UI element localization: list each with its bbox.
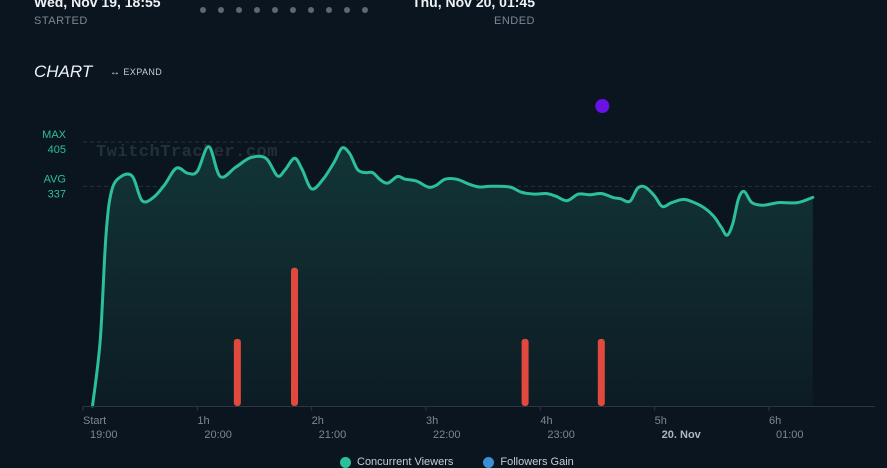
chart-legend: Concurrent Viewers Followers Gain — [340, 456, 574, 468]
timeline-dot — [326, 7, 332, 13]
timeline-dot — [308, 7, 314, 13]
timeline-dot — [236, 7, 242, 13]
timeline-dot — [290, 7, 296, 13]
end-label: ENDED — [493, 15, 535, 27]
x-tick-bottom-label-2: 21:00 — [319, 429, 347, 441]
timeline-dots — [200, 7, 368, 13]
timeline-dot — [344, 7, 350, 13]
follower-bar-1 — [233, 338, 241, 406]
start-info: Wed, Nov 19, 18:55 STARTED — [34, 0, 161, 27]
expand-button[interactable]: ↔ EXPAND — [110, 67, 162, 78]
start-time: Wed, Nov 19, 18:55 — [34, 0, 161, 10]
x-tick-bottom-label-3: 22:00 — [433, 429, 461, 441]
max-label: MAX — [42, 129, 67, 141]
x-tick-bottom-label-0: 19:00 — [90, 429, 118, 441]
timeline-dot — [200, 7, 206, 13]
expand-arrows-icon: ↔ — [110, 67, 121, 78]
x-tick-top-label-1: 1h — [197, 415, 209, 427]
x-tick-top-label-4: 4h — [540, 415, 552, 427]
expand-label: EXPAND — [123, 67, 163, 77]
x-tick-bottom-label-6: 01:00 — [776, 429, 804, 441]
timeline-dot — [272, 7, 278, 13]
x-tick-bottom-label-4: 23:00 — [547, 429, 575, 441]
legend-item-viewers[interactable]: Concurrent Viewers — [340, 456, 453, 468]
chart-title: CHART — [34, 62, 93, 81]
follower-bar-4 — [597, 338, 605, 406]
x-tick-top-label-2: 2h — [312, 415, 324, 427]
end-time: Thu, Nov 20, 01:45 — [412, 0, 535, 10]
timeline-dot — [218, 7, 224, 13]
follower-bar-2 — [291, 267, 299, 406]
event-marker-dot — [595, 99, 610, 113]
x-tick-top-label-6: 6h — [769, 415, 781, 427]
legend-label-viewers: Concurrent Viewers — [357, 456, 454, 468]
legend-label-followers: Followers Gain — [500, 456, 574, 468]
legend-item-followers[interactable]: Followers Gain — [483, 456, 574, 468]
follower-bar-3 — [521, 338, 529, 406]
viewers-area — [92, 146, 813, 406]
x-tick-top-label-0: Start — [83, 415, 106, 427]
avg-value: 337 — [48, 188, 66, 200]
x-tick-top-label-5: 5h — [655, 415, 667, 427]
legend-swatch-viewers — [340, 456, 351, 468]
legend-swatch-followers — [483, 456, 495, 468]
avg-label: AVG — [44, 173, 66, 185]
end-info: Thu, Nov 20, 01:45 ENDED — [412, 0, 535, 27]
max-value: 405 — [48, 144, 66, 156]
timeline-dot — [362, 7, 368, 13]
watermark-text: TwitchTracker.com — [96, 143, 278, 162]
viewers-line — [91, 145, 815, 408]
timeline-dot — [254, 7, 260, 13]
x-tick-bottom-label-5: 20. Nov — [662, 429, 702, 441]
x-tick-top-label-3: 3h — [426, 415, 438, 427]
start-label: STARTED — [34, 15, 88, 27]
x-tick-bottom-label-1: 20:00 — [204, 429, 232, 441]
